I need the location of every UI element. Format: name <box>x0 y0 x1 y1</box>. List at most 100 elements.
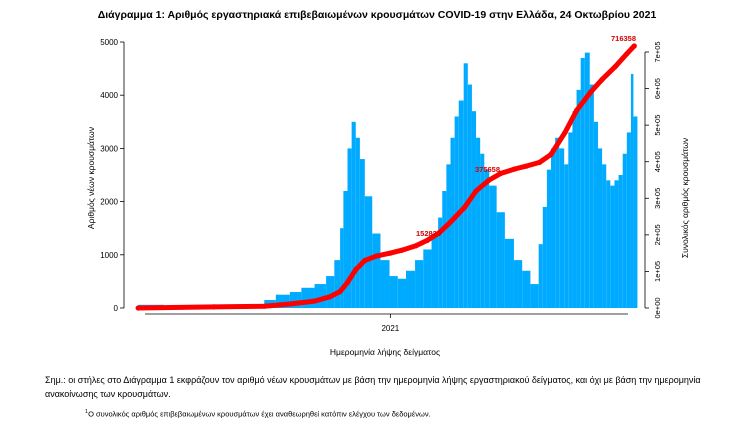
bar <box>597 148 603 308</box>
bar <box>476 137 481 308</box>
cumulative-point <box>624 51 630 57</box>
bar <box>397 278 407 308</box>
bar <box>359 159 365 308</box>
annotation-mid: 375658 <box>475 165 500 174</box>
bar <box>471 111 477 308</box>
bar <box>423 249 432 308</box>
x-axis-title: Ημερομηνία λήψης δείγματος <box>330 347 440 357</box>
bar <box>610 185 615 308</box>
bar <box>431 233 439 308</box>
chart-axes: 0 1000 2000 3000 4000 5000 0e+00 1e+05 2e+05 3e+0… <box>100 38 662 333</box>
bar <box>334 260 341 308</box>
y2-tick-label: 7e+05 <box>653 41 662 62</box>
bar <box>546 169 552 308</box>
cumulative-point <box>473 188 479 194</box>
bar <box>584 52 590 308</box>
x-tick-label: 2021 <box>381 324 399 333</box>
bar <box>568 132 573 308</box>
bar <box>480 153 485 308</box>
cumulative-point <box>562 129 568 136</box>
cumulative-point <box>424 237 431 243</box>
bar <box>314 284 327 308</box>
y-tick-label: 2000 <box>100 198 118 207</box>
bar <box>351 121 356 308</box>
cumulative-point <box>587 89 594 95</box>
bar <box>415 260 424 308</box>
cumulative-line-series <box>135 43 637 311</box>
cumulative-point <box>135 305 141 311</box>
bar <box>551 148 556 308</box>
bar <box>504 238 514 308</box>
bar <box>442 190 447 308</box>
cumulative-point <box>413 243 419 249</box>
bar <box>593 121 598 308</box>
bar <box>355 137 360 308</box>
cumulative-point <box>362 257 368 264</box>
cumulative-point <box>337 288 343 295</box>
bar <box>513 260 523 308</box>
cumulative-point <box>612 64 618 70</box>
y2-tick-label: 6e+05 <box>653 78 662 99</box>
bar <box>572 111 577 308</box>
bar <box>372 233 381 308</box>
chart-note: Σημ.: οι στήλες στο Διάγραμμα 1 εκφράζου… <box>45 375 701 399</box>
y2-tick-label: 1e+05 <box>653 261 662 282</box>
bar <box>614 180 619 308</box>
cumulative-point <box>387 250 393 256</box>
bar <box>289 292 302 308</box>
cumulative-point <box>573 107 580 114</box>
bar <box>530 284 539 308</box>
bar <box>542 206 547 308</box>
cumulative-point <box>523 163 529 169</box>
y-axis-title: Αριθμός νέων κρουσμάτων <box>86 127 96 229</box>
bar <box>364 196 373 308</box>
bar <box>576 89 581 308</box>
cumulative-point <box>536 159 543 166</box>
y2-tick-label: 5e+05 <box>653 115 662 136</box>
y-tick-label: 4000 <box>100 91 118 100</box>
bar <box>301 287 315 308</box>
chart-title: Διάγραμμα 1: Αριθμός εργαστηριακά επιβεβ… <box>97 9 657 21</box>
bar <box>633 116 638 308</box>
cumulative-point <box>447 219 454 225</box>
annotation-early: 152820 <box>416 229 441 238</box>
bar <box>489 185 497 308</box>
bar <box>389 276 398 308</box>
annotation-total: 716358 <box>611 34 636 43</box>
footnote: 1Ο συνολικός αριθμός επιβεβαιωμένων κρου… <box>85 407 705 420</box>
cumulative-point <box>287 301 293 307</box>
cumulative-point <box>327 294 333 300</box>
footnote-text: Ο συνολικός αριθμός επιβεβαιωμένων κρουσ… <box>88 409 431 419</box>
y-tick-label: 3000 <box>100 144 118 153</box>
y2-axis-title: Συνολικός αριθμός κρουσμάτων <box>680 138 690 258</box>
footnote-marker: 1 <box>85 409 89 415</box>
bar <box>343 190 348 308</box>
bar <box>340 228 344 308</box>
cumulative-point <box>399 247 405 253</box>
cumulative-point <box>498 170 504 177</box>
bar <box>559 148 565 308</box>
cumulative-point <box>311 298 318 304</box>
bar <box>438 217 443 308</box>
cumulative-point <box>548 151 554 157</box>
cumulative-point <box>599 76 605 83</box>
cumulative-point <box>631 43 637 49</box>
cumulative-point <box>261 303 267 309</box>
bar <box>326 276 335 308</box>
cumulative-point <box>211 304 217 310</box>
bar <box>622 153 627 308</box>
cumulative-point <box>344 279 351 285</box>
bar <box>380 260 390 308</box>
y-tick-label: 5000 <box>100 38 118 47</box>
bar <box>538 244 543 308</box>
cumulative-point <box>512 166 518 172</box>
cumulative-point <box>461 204 468 211</box>
bar <box>602 164 607 308</box>
y2-tick-label: 3e+05 <box>653 188 662 209</box>
y-tick-label: 1000 <box>100 251 118 260</box>
bar <box>463 63 468 308</box>
bar <box>589 84 594 308</box>
cumulative-point <box>373 253 379 259</box>
cumulative-point <box>436 230 442 236</box>
bar <box>606 180 611 308</box>
